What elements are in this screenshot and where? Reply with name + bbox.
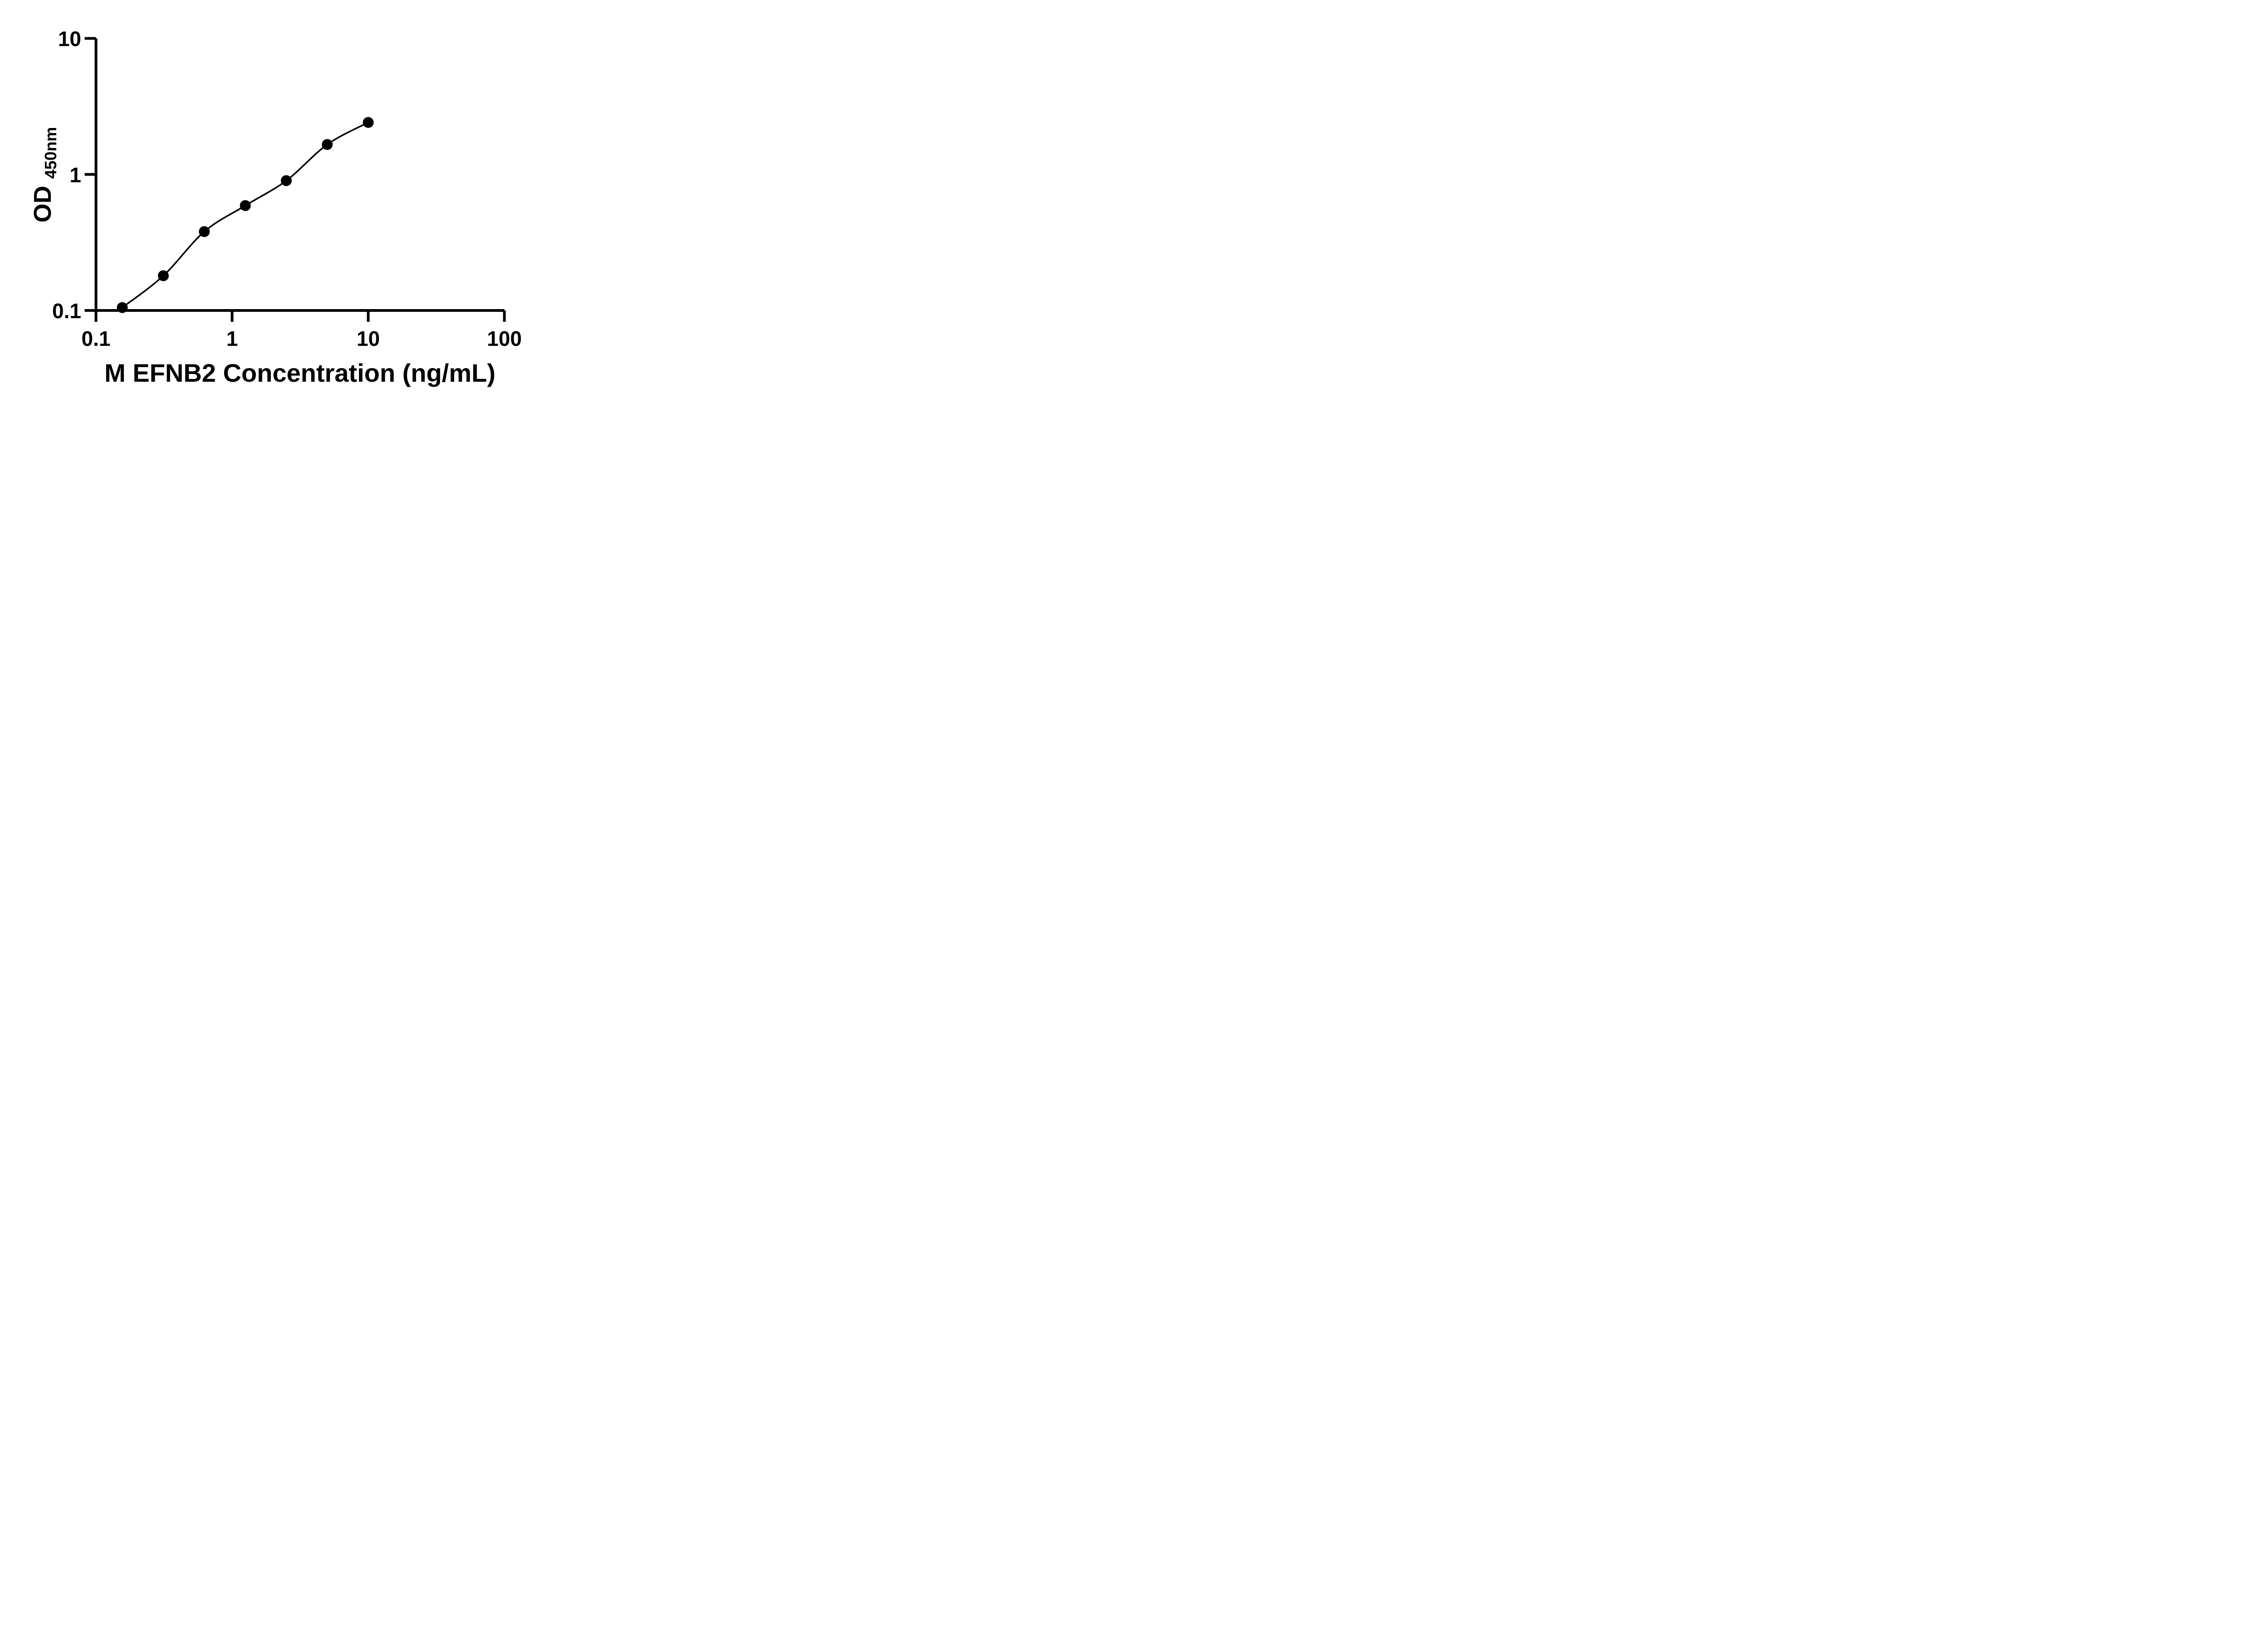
data-point-2.5	[280, 175, 292, 187]
elisa-standard-curve-figure: 0.1 1 10 100 0.1 1 10 M EFNB2 Concentration (…	[0, 0, 567, 408]
y-tick-labels: 0.1 1 10	[52, 27, 81, 323]
y-tick-label-1: 1	[69, 163, 81, 187]
fit-curve-line	[121, 122, 369, 309]
x-tick-label-100: 100	[487, 327, 522, 350]
data-point-1.25	[240, 200, 251, 211]
y-tick-label-0.1: 0.1	[52, 299, 81, 323]
y-axis-title-main: OD	[29, 186, 56, 222]
axis-lines	[94, 38, 505, 312]
y-tick-label-10: 10	[58, 27, 81, 51]
y-axis-title: OD 450nm	[28, 127, 60, 223]
x-tick-label-10: 10	[357, 327, 380, 350]
x-tick-label-0.1: 0.1	[82, 327, 111, 350]
x-tick-label-1: 1	[226, 327, 238, 350]
x-tick-labels: 0.1 1 10 100	[82, 327, 522, 350]
tick-marks	[84, 37, 506, 322]
data-point-5	[322, 139, 333, 150]
data-point-0.156	[117, 302, 128, 313]
x-axis-title: M EFNB2 Concentration (ng/mL)	[104, 359, 496, 387]
data-point-0.625	[199, 226, 210, 237]
data-points	[117, 117, 374, 313]
data-point-0.3125	[157, 270, 169, 281]
data-point-10	[363, 117, 374, 128]
standard-curve-chart: 0.1 1 10 100 0.1 1 10 M EFNB2 Concentration (…	[28, 27, 522, 387]
y-axis-title-subscript: 450nm	[41, 127, 60, 179]
